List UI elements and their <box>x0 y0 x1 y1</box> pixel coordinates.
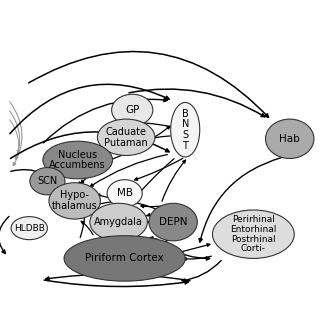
Text: DEPN: DEPN <box>159 217 187 227</box>
Text: Nucleus
Accumbens: Nucleus Accumbens <box>49 149 106 170</box>
Text: HLDBB: HLDBB <box>14 224 45 233</box>
Ellipse shape <box>49 183 100 219</box>
Text: Hypo-
thalamus: Hypo- thalamus <box>52 190 98 211</box>
Ellipse shape <box>30 168 65 195</box>
Ellipse shape <box>97 119 155 156</box>
Ellipse shape <box>171 102 200 157</box>
Text: Caduate
Putaman: Caduate Putaman <box>104 127 148 148</box>
Ellipse shape <box>112 94 153 126</box>
Ellipse shape <box>64 236 185 281</box>
Text: MB: MB <box>117 188 133 198</box>
Text: Piriform Cortex: Piriform Cortex <box>85 253 164 263</box>
Ellipse shape <box>43 141 113 179</box>
Text: B
N
S
T: B N S T <box>181 108 189 151</box>
Ellipse shape <box>11 217 47 240</box>
Text: GP: GP <box>125 105 140 115</box>
Text: Perirhinal
Entorhinal
Postrhinal
Corti-: Perirhinal Entorhinal Postrhinal Corti- <box>230 215 276 253</box>
Ellipse shape <box>149 203 197 241</box>
Ellipse shape <box>107 180 142 207</box>
Text: Amygdala: Amygdala <box>94 217 143 227</box>
Text: SCN: SCN <box>37 176 58 186</box>
Ellipse shape <box>212 210 294 259</box>
Text: Hab: Hab <box>279 134 300 144</box>
Ellipse shape <box>90 203 148 241</box>
Ellipse shape <box>266 119 314 158</box>
